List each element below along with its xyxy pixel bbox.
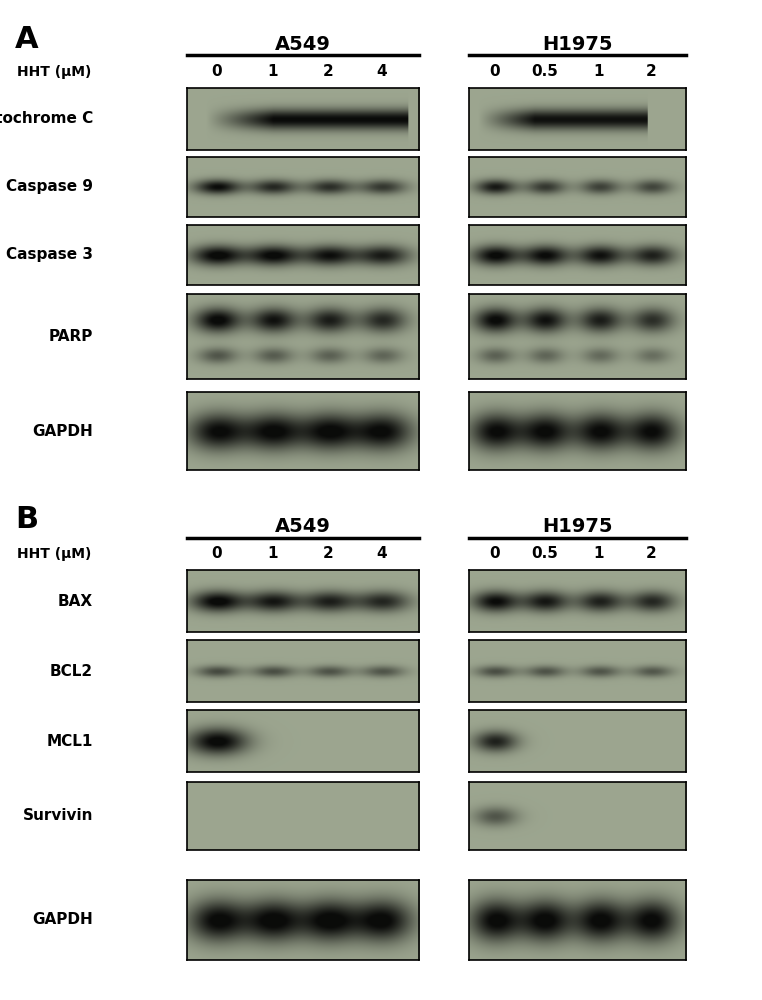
Text: 2: 2: [323, 546, 334, 562]
Text: PARP: PARP: [49, 329, 93, 344]
Text: A549: A549: [275, 516, 331, 536]
Text: HHT (μM): HHT (μM): [17, 65, 91, 79]
Text: 0: 0: [489, 64, 500, 80]
Text: 0.5: 0.5: [531, 64, 558, 80]
Text: GAPDH: GAPDH: [32, 912, 93, 928]
Text: B: B: [15, 505, 38, 534]
Text: 1: 1: [267, 546, 278, 562]
Text: H1975: H1975: [542, 35, 613, 54]
Text: HHT (μM): HHT (μM): [17, 547, 91, 561]
Text: BCL2: BCL2: [50, 664, 93, 679]
Text: 0.5: 0.5: [531, 546, 558, 562]
Text: 2: 2: [645, 64, 656, 80]
Text: 2: 2: [323, 64, 334, 80]
Text: A: A: [15, 25, 39, 54]
Text: Caspase 9: Caspase 9: [6, 180, 93, 194]
Text: H1975: H1975: [542, 516, 613, 536]
Text: 4: 4: [376, 64, 387, 80]
Text: 2: 2: [645, 546, 656, 562]
Text: 1: 1: [594, 64, 604, 80]
Text: 1: 1: [267, 64, 278, 80]
Text: 0: 0: [489, 546, 500, 562]
Text: GAPDH: GAPDH: [32, 424, 93, 438]
Text: 0: 0: [212, 64, 223, 80]
Text: Caspase 3: Caspase 3: [6, 247, 93, 262]
Text: Cytochrome C: Cytochrome C: [0, 111, 93, 126]
Text: A549: A549: [275, 35, 331, 54]
Text: 4: 4: [376, 546, 387, 562]
Text: MCL1: MCL1: [46, 734, 93, 748]
Text: BAX: BAX: [58, 593, 93, 608]
Text: 1: 1: [594, 546, 604, 562]
Text: 0: 0: [212, 546, 223, 562]
Text: Survivin: Survivin: [22, 808, 93, 824]
